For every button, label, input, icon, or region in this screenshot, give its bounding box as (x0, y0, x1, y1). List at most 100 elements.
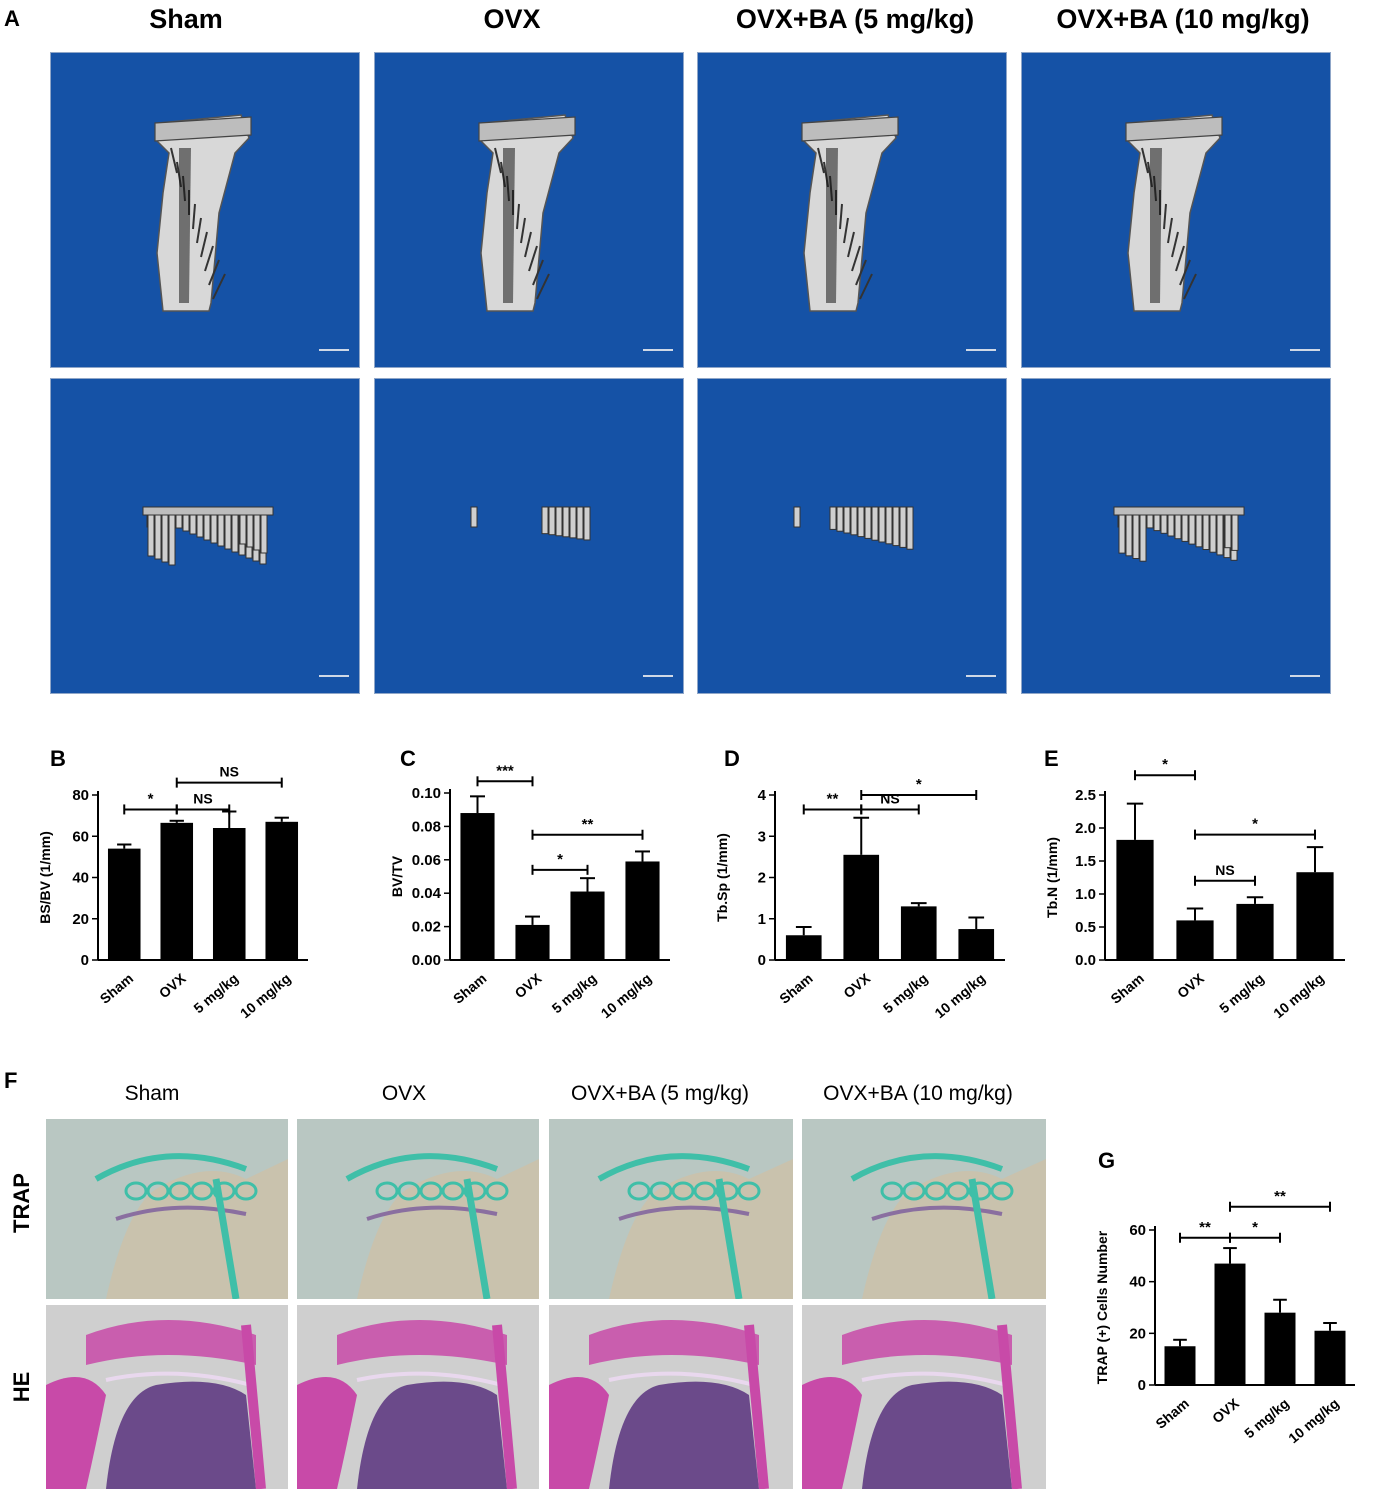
significance-label: NS (193, 790, 212, 806)
bar-sham (460, 813, 495, 960)
ct-trabecular-image-ovx-ba-10 (1021, 378, 1331, 694)
bar-ovx (1176, 920, 1214, 960)
bar-chart-e-tbn: 0.0 0.5 1.0 1.5 2.0 2.5 Tb.N (1/mm) Sham OVX 5 mg… (1044, 756, 1345, 1021)
ct-column-sham: Sham (149, 4, 223, 34)
trabecular-structure (793, 506, 914, 550)
he-stain-image-ovx (297, 1305, 539, 1489)
y-tick-label: 2.5 (1075, 787, 1096, 804)
y-tick-label: 40 (1129, 1274, 1146, 1291)
trap-stain-image-sham (46, 1119, 288, 1299)
y-axis-label: Tb.N (1/mm) (1044, 837, 1060, 918)
significance-label: *** (496, 762, 514, 779)
ct-bone-image-sham (50, 52, 360, 368)
x-tick-label: Sham (776, 970, 815, 1007)
bar-chart-c-bvtv: 0.00 0.02 0.04 0.06 0.08 0.10 BV/TV Sham OVX 5 mg… (389, 762, 670, 1021)
x-tick-label: OVX (1209, 1395, 1242, 1427)
y-tick-label: 0.5 (1075, 919, 1096, 936)
significance-label: ** (1274, 1188, 1286, 1205)
histo-column-ovx: OVX (381, 1082, 427, 1105)
x-tick-label: 10 mg/kg (1270, 970, 1327, 1021)
significance-bracket: ** (1179, 1219, 1231, 1243)
tibia-bone-shape (1125, 114, 1223, 312)
bar-chart-d-tbsp: 0 1 2 3 4 Tb.Sp (1/mm) Sham OVX 5 mg/kg 10 mg/kg *… (715, 776, 1005, 1021)
ct-trabecular-image-ovx-ba-5 (697, 378, 1007, 694)
he-stain-image-sham (46, 1305, 288, 1489)
y-tick-label: 0.08 (412, 818, 441, 835)
significance-bracket: NS (175, 764, 283, 788)
y-axis-label: TRAP (+) Cells Number (1094, 1230, 1110, 1384)
trap-stain-image-ovx (297, 1119, 539, 1299)
ct-bone-image-ovx-ba-10 (1021, 52, 1331, 368)
y-tick-label: 4 (758, 787, 767, 804)
bar-sham (107, 848, 141, 960)
significance-label: * (1252, 1219, 1258, 1236)
bar-5-mg/kg (212, 828, 246, 960)
significance-bracket: * (860, 776, 978, 800)
y-tick-label: 20 (72, 911, 89, 928)
panel-label-b: B (50, 746, 66, 771)
bar-5-mg/kg (900, 906, 937, 960)
histo-column-ovx-ba-5: OVX+BA (5 mg/kg) (571, 1082, 749, 1105)
y-tick-label: 40 (72, 870, 89, 887)
x-tick-label: Sham (97, 970, 136, 1007)
y-tick-label: 60 (72, 828, 89, 845)
y-tick-label: 60 (1129, 1222, 1146, 1239)
x-tick-label: 5 mg/kg (880, 970, 931, 1016)
bar-5-mg/kg (1236, 903, 1274, 960)
y-tick-label: 0.0 (1075, 952, 1096, 969)
he-stain-image-ovx-ba-10 (802, 1305, 1046, 1489)
y-tick-label: 0.02 (412, 919, 441, 936)
y-axis-label: BS/BV (1/mm) (40, 831, 53, 924)
x-tick-label: 5 mg/kg (190, 970, 241, 1016)
significance-bracket: * (1229, 1219, 1281, 1243)
significance-bracket: * (1134, 756, 1196, 781)
y-tick-label: 80 (72, 787, 89, 804)
y-tick-label: 2 (758, 870, 766, 887)
bar-sham (1164, 1346, 1196, 1385)
significance-bracket: ** (802, 790, 863, 815)
x-tick-label: Sham (450, 970, 489, 1007)
y-axis-label: Tb.Sp (1/mm) (715, 833, 730, 922)
y-tick-label: 0 (81, 952, 89, 969)
x-tick-label: OVX (840, 970, 873, 1002)
x-tick-label: OVX (511, 970, 544, 1002)
panel-label-a: A (4, 6, 20, 31)
significance-bracket: * (531, 851, 589, 875)
bar-ovx (843, 854, 880, 960)
bar-ovx (160, 822, 194, 960)
y-tick-label: 0 (1138, 1377, 1146, 1394)
x-tick-label: 10 mg/kg (237, 970, 294, 1021)
histo-column-sham: Sham (124, 1082, 180, 1105)
significance-label: ** (1199, 1219, 1211, 1236)
trap-stain-image-ovx-ba-5 (549, 1119, 793, 1299)
x-tick-label: 5 mg/kg (549, 970, 600, 1016)
bar-10-mg/kg (265, 821, 299, 960)
bar-sham (785, 935, 822, 960)
he-stain-image-ovx-ba-5 (549, 1305, 793, 1489)
y-axis-label: BV/TV (389, 855, 405, 897)
x-tick-label: 5 mg/kg (1216, 970, 1267, 1016)
significance-label: NS (880, 790, 899, 806)
bar-10-mg/kg (1296, 872, 1334, 960)
y-tick-label: 0.06 (412, 852, 441, 869)
significance-label: * (148, 790, 154, 807)
significance-bracket: * (1194, 816, 1316, 840)
panel-label-e: E (1044, 746, 1059, 771)
bar-10-mg/kg (1314, 1330, 1346, 1385)
significance-bracket: *** (476, 762, 534, 787)
significance-bracket: NS (1194, 862, 1256, 886)
y-tick-label: 1.5 (1075, 853, 1096, 870)
significance-bracket: ** (1229, 1188, 1331, 1212)
ct-trabecular-image-ovx (374, 378, 684, 694)
panel-label-c: C (400, 746, 416, 771)
significance-label: * (1162, 756, 1168, 773)
significance-label: NS (220, 764, 239, 780)
bar-sham (1116, 839, 1154, 960)
trabecular-structure (142, 506, 274, 566)
x-tick-label: 10 mg/kg (1285, 1395, 1342, 1446)
y-tick-label: 0.00 (412, 952, 441, 969)
significance-label: * (557, 851, 563, 868)
ct-trabecular-image-sham (50, 378, 360, 694)
y-tick-label: 0 (758, 952, 766, 969)
